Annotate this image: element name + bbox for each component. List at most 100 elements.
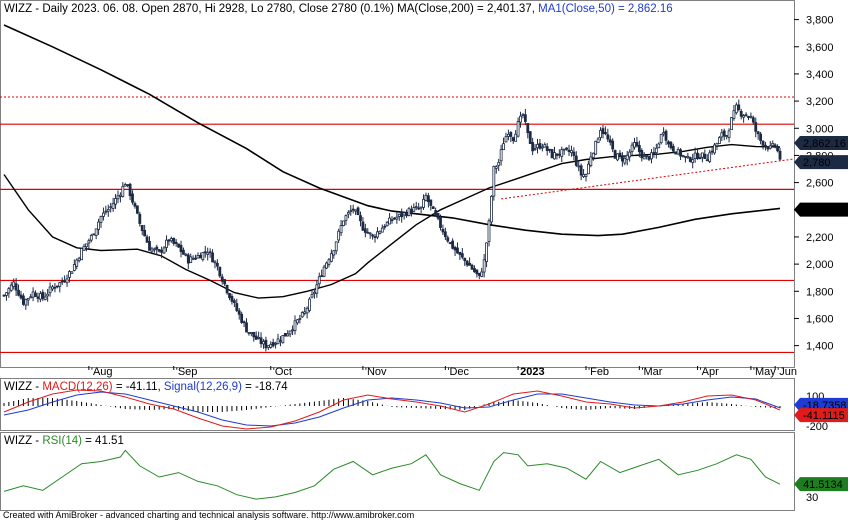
- bar-body: [14, 283, 18, 291]
- bar-body: [640, 150, 644, 158]
- bar-body: [613, 150, 617, 159]
- bar-body: [506, 133, 510, 137]
- bar-body: [499, 149, 503, 162]
- bar-body: [177, 243, 181, 248]
- bar-body: [99, 215, 103, 223]
- price-title-main: WIZZ - Daily 2023. 06. 08. Open 2870, Hi…: [4, 3, 535, 15]
- bar-body: [206, 252, 210, 255]
- ma200-value-tag-shape: [794, 202, 848, 217]
- bar-body: [458, 251, 462, 255]
- bar-body: [434, 210, 438, 215]
- bar-body: [536, 144, 539, 149]
- bar-body: [63, 280, 67, 283]
- bar-body: [286, 333, 290, 337]
- bar-body: [165, 239, 168, 248]
- bar-body: [354, 209, 358, 212]
- bar-body: [717, 137, 721, 144]
- macd-line: [3, 389, 781, 430]
- bar-body: [669, 141, 673, 149]
- bar-body: [359, 215, 362, 222]
- bar-body: [169, 238, 173, 242]
- bar-body: [325, 262, 328, 269]
- bar-body: [739, 110, 743, 117]
- bar-body: [2, 294, 6, 297]
- bar-body: [652, 152, 656, 155]
- bar-body: [230, 295, 234, 302]
- bar-body: [87, 240, 91, 244]
- bar-body: [468, 262, 472, 266]
- rsi-value-tag-text: 41.5134: [803, 479, 843, 491]
- bar-body: [720, 132, 724, 138]
- bar-body: [162, 247, 166, 254]
- rising-trendline: [501, 158, 795, 200]
- bar-body: [17, 289, 20, 296]
- bar-body: [567, 149, 571, 153]
- bar-body: [24, 299, 28, 306]
- rsi-value: = 41.51: [82, 435, 124, 447]
- bar-body: [303, 311, 307, 314]
- footer-credit: Created with AmiBroker - advanced charti…: [3, 510, 414, 520]
- bar-body: [395, 216, 399, 220]
- bar-body: [543, 144, 547, 148]
- bar-body: [339, 225, 343, 234]
- bar-body: [70, 271, 74, 274]
- bar-body: [266, 345, 270, 348]
- bar-body: [766, 146, 770, 150]
- bar-body: [111, 203, 115, 209]
- bar-body: [337, 230, 341, 241]
- bar-body: [259, 337, 263, 344]
- bar-body: [320, 275, 324, 278]
- bar-body: [684, 155, 687, 158]
- horizontal-levels: [0, 96, 795, 354]
- bar-body: [548, 148, 552, 151]
- bar-body: [545, 146, 549, 151]
- bar-body: [463, 257, 467, 261]
- bar-body: [257, 336, 261, 339]
- bar-body: [431, 206, 435, 209]
- bar-body: [555, 153, 559, 156]
- ma200-line: [3, 24, 781, 237]
- bar-body: [344, 215, 348, 221]
- bar-body: [637, 144, 641, 153]
- bar-body: [533, 148, 537, 151]
- bar-body: [409, 209, 413, 213]
- bar-body: [693, 152, 697, 159]
- bar-body: [502, 143, 505, 151]
- bar-body: [254, 335, 258, 340]
- bar-body: [514, 133, 518, 142]
- x-tick-label: 'Nov: [365, 366, 387, 378]
- bar-body: [298, 318, 302, 320]
- bar-body: [249, 332, 253, 334]
- bar-body: [625, 154, 629, 161]
- bar-body: [317, 276, 321, 285]
- bar-body: [247, 331, 251, 334]
- bar-body: [7, 288, 11, 294]
- bar-body: [58, 282, 62, 287]
- bar-body: [19, 294, 23, 299]
- bar-body: [671, 145, 675, 152]
- bar-body: [494, 166, 498, 169]
- bar-body: [271, 342, 275, 347]
- bar-body: [26, 298, 30, 301]
- bar-body: [570, 150, 573, 154]
- bar-body: [380, 227, 384, 233]
- bar-body: [145, 236, 149, 243]
- macd-value-tag-shape: [794, 408, 848, 423]
- bar-body: [412, 207, 416, 212]
- bar-body: [34, 292, 37, 297]
- bar-body: [475, 269, 479, 275]
- bar-body: [225, 285, 229, 294]
- bar-body: [776, 146, 779, 152]
- bar-body: [356, 207, 360, 216]
- bar-body: [436, 213, 440, 219]
- bar-body: [686, 155, 690, 159]
- bar-body: [351, 208, 355, 211]
- bar-body: [747, 116, 750, 118]
- bar-body: [635, 141, 639, 147]
- bar-body: [737, 104, 741, 110]
- bar-body: [332, 250, 336, 256]
- bar-body: [199, 255, 202, 259]
- bar-body: [310, 294, 314, 298]
- bar-body: [228, 293, 231, 299]
- bar-body: [734, 104, 738, 114]
